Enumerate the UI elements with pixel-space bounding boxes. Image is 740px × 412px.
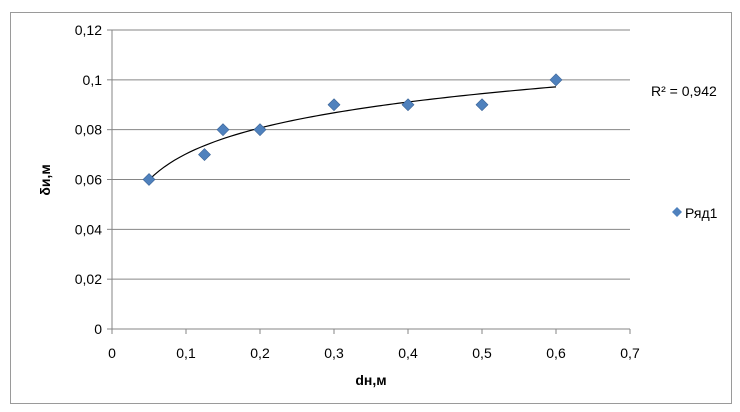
data-point [253, 123, 267, 137]
x-axis-title: dн,м [355, 372, 386, 388]
legend-marker [672, 207, 682, 217]
y-tick-labels: 0 0,02 0,04 0,06 0,08 0,1 0,12 [75, 22, 102, 337]
data-points [142, 73, 563, 186]
y-tick-label: 0,04 [75, 221, 102, 237]
y-axis-title: δи,м [37, 164, 53, 195]
legend: Ряд1 [672, 205, 718, 221]
grid-lines [112, 29, 630, 280]
axes [107, 29, 631, 334]
x-tick-label: 0,1 [176, 345, 196, 361]
x-tick-label: 0 [108, 345, 116, 361]
x-tick-label: 0,5 [472, 345, 492, 361]
y-tick-label: 0,06 [75, 172, 102, 188]
legend-label-series-1: Ряд1 [685, 205, 718, 221]
y-tick-label: 0,1 [83, 72, 103, 88]
x-tick-label: 0,7 [620, 345, 640, 361]
data-point [475, 98, 489, 112]
y-tick-label: 0,12 [75, 22, 102, 38]
trendline [148, 86, 557, 181]
x-tick-labels: 0 0,1 0,2 0,3 0,4 0,5 0,6 0,7 [108, 345, 640, 361]
data-point [142, 173, 156, 186]
y-tick-label: 0,08 [75, 122, 102, 138]
data-point [327, 98, 341, 112]
y-tick-label: 0,02 [75, 271, 102, 287]
y-tick-label: 0 [94, 321, 102, 337]
x-tick-label: 0,6 [546, 345, 566, 361]
x-tick-label: 0,3 [324, 345, 344, 361]
data-point [549, 73, 563, 87]
r-squared-label: R² = 0,942 [651, 83, 717, 99]
chart-frame [10, 12, 732, 404]
data-point [401, 98, 415, 112]
x-tick-label: 0,2 [250, 345, 270, 361]
data-point [198, 148, 211, 162]
x-tick-label: 0,4 [398, 345, 418, 361]
data-point [216, 123, 230, 137]
